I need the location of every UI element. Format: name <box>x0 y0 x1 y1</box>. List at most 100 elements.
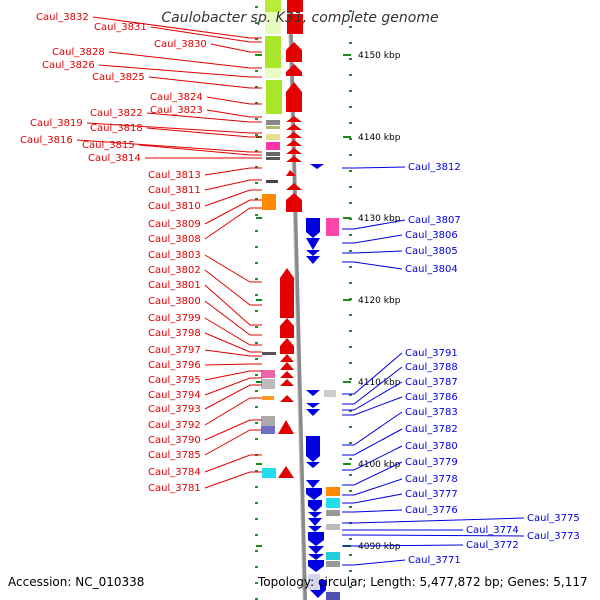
gene-reverse[interactable] <box>308 560 324 572</box>
feature-purple[interactable] <box>261 426 275 434</box>
gene-label[interactable]: Caul_3812 <box>408 162 461 173</box>
gene-forward[interactable] <box>286 170 296 176</box>
gene-forward[interactable] <box>278 420 294 434</box>
gene-label[interactable]: Caul_3801 <box>148 280 201 291</box>
feature-lime[interactable] <box>266 80 282 114</box>
gene-forward[interactable] <box>280 354 294 362</box>
gene-label[interactable]: Caul_3777 <box>405 489 458 500</box>
gene-label[interactable]: Caul_3807 <box>408 215 461 226</box>
feature-dark[interactable] <box>262 352 276 355</box>
gene-label[interactable]: Caul_3831 <box>94 22 147 33</box>
gene-label[interactable]: Caul_3822 <box>90 108 143 119</box>
feature-purple[interactable] <box>326 592 340 600</box>
feature-cyan[interactable] <box>326 552 340 560</box>
gene-label[interactable]: Caul_3808 <box>148 234 201 245</box>
gene-label[interactable]: Caul_3794 <box>148 390 201 401</box>
gene-reverse[interactable] <box>308 512 322 518</box>
feature-khaki[interactable] <box>266 134 280 140</box>
gene-label[interactable]: Caul_3784 <box>148 467 201 478</box>
gene-label[interactable]: Caul_3780 <box>405 441 458 452</box>
gene-reverse[interactable] <box>306 436 320 462</box>
gene-forward[interactable] <box>287 0 303 12</box>
gene-reverse[interactable] <box>306 480 320 488</box>
gene-forward[interactable] <box>280 379 294 386</box>
gene-forward[interactable] <box>280 268 294 318</box>
gene-label[interactable]: Caul_3825 <box>92 72 145 83</box>
gene-label[interactable]: Caul_3819 <box>30 118 83 129</box>
gene-label[interactable]: Caul_3828 <box>52 47 105 58</box>
gene-label[interactable]: Caul_3805 <box>405 246 458 257</box>
gene-label[interactable]: Caul_3791 <box>405 348 458 359</box>
feature-orange[interactable] <box>326 487 340 496</box>
gene-label[interactable]: Caul_3795 <box>148 375 201 386</box>
feature-gray-light[interactable] <box>326 524 340 530</box>
gene-forward[interactable] <box>286 183 302 190</box>
gene-label[interactable]: Caul_3811 <box>148 185 201 196</box>
gene-reverse[interactable] <box>306 462 320 468</box>
gene-reverse[interactable] <box>306 256 320 264</box>
gene-label[interactable]: Caul_3800 <box>148 296 201 307</box>
gene-label[interactable]: Caul_3790 <box>148 435 201 446</box>
feature-magenta-block[interactable] <box>326 218 339 236</box>
gene-label[interactable]: Caul_3813 <box>148 170 201 181</box>
gene-label[interactable]: Caul_3826 <box>42 60 95 71</box>
gene-reverse[interactable] <box>306 488 322 500</box>
gene-reverse[interactable] <box>308 518 322 526</box>
gene-label[interactable]: Caul_3802 <box>148 265 201 276</box>
gene-label[interactable]: Caul_3815 <box>82 140 135 151</box>
gene-reverse[interactable] <box>306 403 320 408</box>
gene-forward[interactable] <box>286 124 302 130</box>
gene-label[interactable]: Caul_3785 <box>148 450 201 461</box>
gene-label[interactable]: Caul_3779 <box>405 457 458 468</box>
feature-dark[interactable] <box>266 152 280 156</box>
gene-forward[interactable] <box>280 371 294 378</box>
gene-forward[interactable] <box>286 116 302 122</box>
gene-label[interactable]: Caul_3773 <box>527 531 580 542</box>
feature-gray[interactable] <box>261 416 275 426</box>
gene-label[interactable]: Caul_3788 <box>405 362 458 373</box>
gene-forward[interactable] <box>280 318 294 338</box>
feature-gray-light[interactable] <box>324 390 336 397</box>
gene-label[interactable]: Caul_3786 <box>405 392 458 403</box>
gene-label[interactable]: Caul_3818 <box>90 123 143 134</box>
gene-label[interactable]: Caul_3823 <box>150 105 203 116</box>
gene-label[interactable]: Caul_3804 <box>405 264 458 275</box>
feature-orange-small[interactable] <box>262 396 274 400</box>
feature-olive[interactable] <box>266 126 280 129</box>
gene-label[interactable]: Caul_3832 <box>36 12 89 23</box>
gene-reverse[interactable] <box>306 250 320 256</box>
gene-forward[interactable] <box>280 395 294 402</box>
gene-label[interactable]: Caul_3816 <box>20 135 73 146</box>
gene-forward[interactable] <box>286 64 302 76</box>
gene-forward[interactable] <box>286 193 302 212</box>
gene-label[interactable]: Caul_3781 <box>148 483 201 494</box>
gene-reverse[interactable] <box>306 409 320 416</box>
gene-label[interactable]: Caul_3814 <box>88 153 141 164</box>
gene-reverse[interactable] <box>308 526 322 532</box>
gene-forward[interactable] <box>280 362 294 370</box>
feature-orange[interactable] <box>262 194 276 210</box>
feature-dark[interactable] <box>266 157 280 160</box>
gene-reverse[interactable] <box>306 238 320 250</box>
gene-reverse[interactable] <box>310 164 324 169</box>
gene-reverse[interactable] <box>308 532 324 546</box>
gene-label[interactable]: Caul_3787 <box>405 377 458 388</box>
gene-reverse[interactable] <box>308 554 324 560</box>
gene-forward[interactable] <box>286 132 302 138</box>
feature-gray[interactable] <box>326 561 340 567</box>
gene-reverse[interactable] <box>306 390 320 396</box>
gene-label[interactable]: Caul_3774 <box>466 525 519 536</box>
feature-lime-light[interactable] <box>265 68 281 78</box>
gene-reverse[interactable] <box>306 218 320 238</box>
gene-label[interactable]: Caul_3809 <box>148 219 201 230</box>
gene-reverse[interactable] <box>308 500 322 512</box>
feature-lime[interactable] <box>265 0 281 12</box>
gene-forward[interactable] <box>286 140 302 146</box>
feature-pink[interactable] <box>261 370 275 378</box>
feature-gray-light[interactable] <box>261 379 275 389</box>
gene-forward[interactable] <box>286 156 302 162</box>
gene-label[interactable]: Caul_3782 <box>405 424 458 435</box>
gene-forward[interactable] <box>286 82 302 112</box>
gene-label[interactable]: Caul_3824 <box>150 92 203 103</box>
feature-cyan[interactable] <box>262 468 276 478</box>
